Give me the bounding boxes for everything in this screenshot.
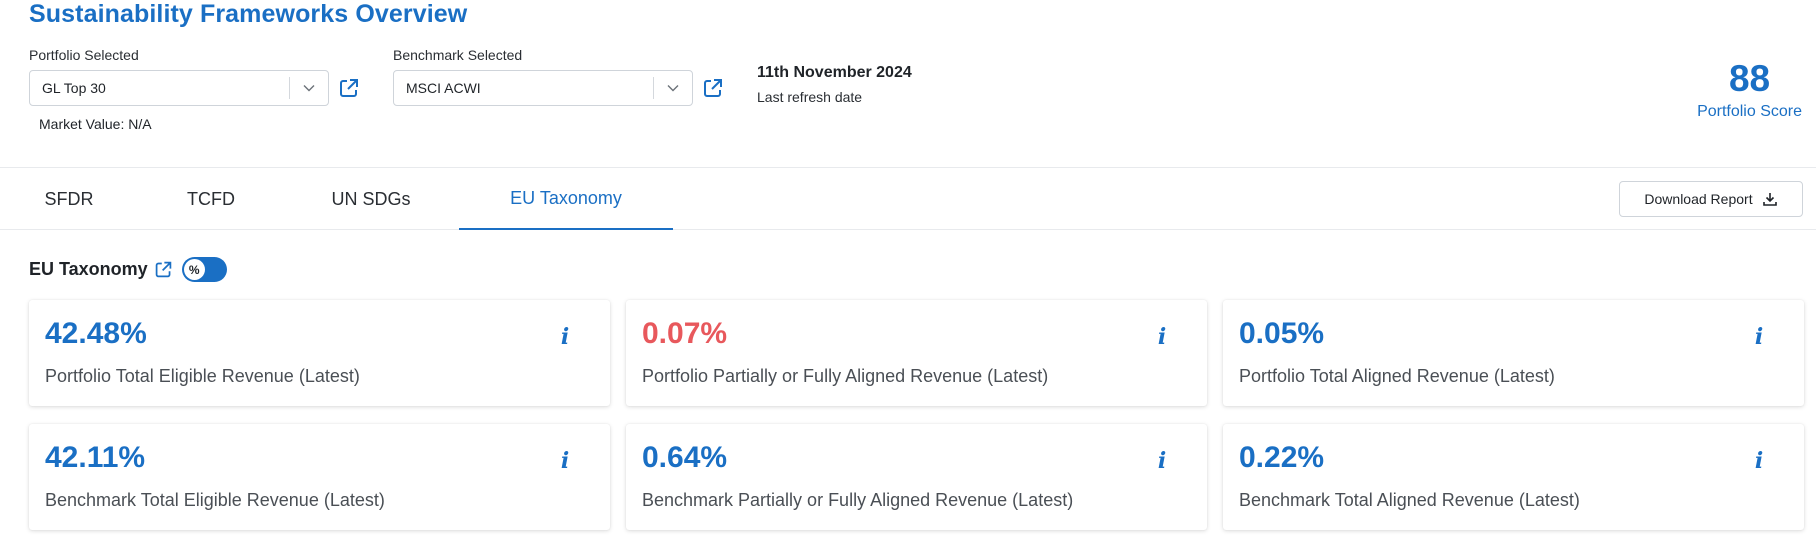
card-value: 0.05% <box>1239 317 1325 350</box>
portfolio-score: 88 Portfolio Score <box>1697 60 1802 121</box>
info-icon[interactable]: i <box>1754 324 1764 350</box>
metric-card: 0.22% Benchmark Total Aligned Revenue (L… <box>1223 424 1804 530</box>
info-icon[interactable]: i <box>560 324 570 350</box>
benchmark-select-value: MSCI ACWI <box>406 80 481 96</box>
benchmark-label: Benchmark Selected <box>393 47 523 63</box>
tab-sfdr[interactable]: SFDR <box>44 188 94 209</box>
info-icon[interactable]: i <box>1157 448 1167 474</box>
card-value: 42.48% <box>45 317 147 350</box>
tab-tcfd[interactable]: TCFD <box>187 188 235 209</box>
metric-card: 0.64% Benchmark Partially or Fully Align… <box>626 424 1207 530</box>
card-value: 0.22% <box>1239 441 1325 474</box>
portfolio-external-link-icon[interactable] <box>338 77 360 99</box>
section-title: EU Taxonomy <box>29 259 148 279</box>
card-label: Benchmark Partially or Fully Aligned Rev… <box>642 490 1074 510</box>
download-report-button[interactable]: Download Report <box>1619 181 1803 217</box>
section-external-link-icon[interactable] <box>154 260 174 280</box>
metric-card: 0.05% Portfolio Total Aligned Revenue (L… <box>1223 300 1804 406</box>
tabs-bar: SFDR TCFD UN SDGs EU Taxonomy Download R… <box>0 167 1816 230</box>
card-label: Portfolio Total Aligned Revenue (Latest) <box>1239 366 1555 386</box>
download-icon <box>1762 193 1777 206</box>
chevron-down-icon[interactable] <box>654 71 692 105</box>
info-icon[interactable]: i <box>1754 448 1764 474</box>
metric-card: 42.48% Portfolio Total Eligible Revenue … <box>29 300 610 406</box>
tab-eu-taxonomy[interactable]: EU Taxonomy <box>459 168 673 230</box>
section-header: EU Taxonomy % <box>29 257 227 282</box>
benchmark-external-link-icon[interactable] <box>702 77 724 99</box>
benchmark-selector: Benchmark Selected MSCI ACWI <box>393 47 724 106</box>
card-label: Portfolio Partially or Fully Aligned Rev… <box>642 366 1049 386</box>
card-value: 0.64% <box>642 441 728 474</box>
chevron-down-icon[interactable] <box>290 71 328 105</box>
metric-card: 42.11% Benchmark Total Eligible Revenue … <box>29 424 610 530</box>
portfolio-label: Portfolio Selected <box>29 47 139 63</box>
refresh-info: 11th November 2024 Last refresh date <box>757 64 912 105</box>
percent-toggle[interactable]: % <box>181 257 227 282</box>
select-divider <box>653 77 654 99</box>
card-value: 42.11% <box>45 441 146 474</box>
portfolio-selector: Portfolio Selected GL Top 30 <box>29 47 360 106</box>
info-icon[interactable]: i <box>1157 324 1167 350</box>
market-value: Market Value: N/A <box>39 116 152 132</box>
info-icon[interactable]: i <box>560 448 570 474</box>
refresh-label: Last refresh date <box>757 89 863 105</box>
download-report-label: Download Report <box>1644 191 1753 207</box>
score-label: Portfolio Score <box>1697 103 1802 120</box>
metric-card: 0.07% Portfolio Partially or Fully Align… <box>626 300 1207 406</box>
card-value: 0.07% <box>642 317 728 350</box>
refresh-date: 11th November 2024 <box>757 64 912 81</box>
benchmark-select[interactable]: MSCI ACWI <box>393 70 693 106</box>
score-value: 88 <box>1728 58 1771 99</box>
toggle-knob: % <box>183 259 205 280</box>
page-title: Sustainability Frameworks Overview <box>29 0 468 28</box>
card-label: Benchmark Total Eligible Revenue (Latest… <box>45 490 385 510</box>
portfolio-select-value: GL Top 30 <box>42 80 106 96</box>
card-label: Benchmark Total Aligned Revenue (Latest) <box>1239 490 1580 510</box>
portfolio-select[interactable]: GL Top 30 <box>29 70 329 106</box>
select-divider <box>289 77 290 99</box>
tab-un-sdgs[interactable]: UN SDGs <box>331 188 411 209</box>
card-label: Portfolio Total Eligible Revenue (Latest… <box>45 366 360 386</box>
